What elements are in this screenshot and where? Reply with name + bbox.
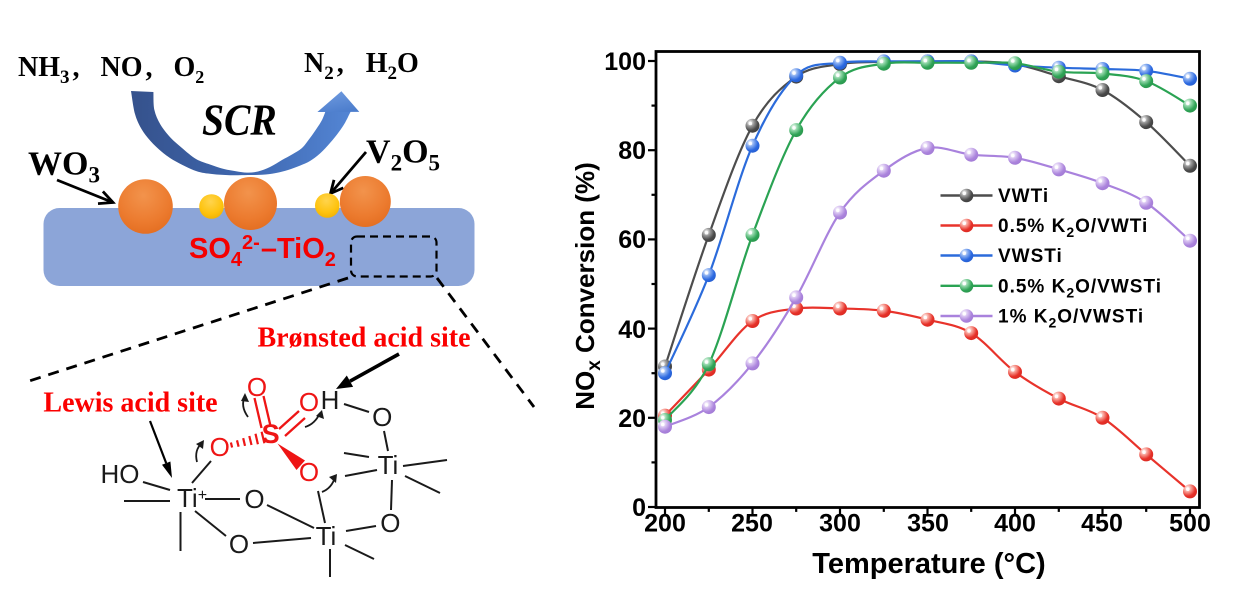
svg-text:20: 20 bbox=[618, 405, 646, 433]
svg-text:250: 250 bbox=[731, 510, 773, 538]
svg-text:Temperature (°C): Temperature (°C) bbox=[812, 548, 1045, 580]
svg-text:O: O bbox=[299, 387, 319, 417]
svg-text:1% K2O/VWSTi: 1% K2O/VWSTi bbox=[998, 307, 1144, 331]
svg-text:H: H bbox=[321, 385, 340, 415]
svg-text:O: O bbox=[380, 508, 400, 538]
svg-text:SO42-–TiO2: SO42-–TiO2 bbox=[189, 232, 336, 271]
svg-text:SCR: SCR bbox=[202, 97, 277, 145]
svg-text:0.5% K2O/VWSTi: 0.5% K2O/VWSTi bbox=[998, 276, 1162, 300]
svg-text:O: O bbox=[299, 457, 319, 487]
svg-text:100: 100 bbox=[604, 48, 646, 76]
svg-text:VWTi: VWTi bbox=[998, 186, 1049, 207]
svg-text:200: 200 bbox=[644, 510, 686, 538]
svg-text:VWSTi: VWSTi bbox=[998, 246, 1063, 267]
svg-text:O: O bbox=[372, 402, 392, 432]
svg-text:Lewis acid site: Lewis acid site bbox=[43, 388, 217, 419]
svg-text:400: 400 bbox=[994, 510, 1036, 538]
svg-text:NOx Conversion (%): NOx Conversion (%) bbox=[570, 162, 605, 410]
svg-text:80: 80 bbox=[618, 137, 646, 165]
svg-text:O: O bbox=[244, 484, 264, 514]
svg-text:NH3,NO,O2: NH3, NO, O2 bbox=[18, 52, 204, 88]
svg-text:O: O bbox=[247, 372, 267, 402]
svg-text:0: 0 bbox=[632, 494, 646, 522]
svg-text:Ti: Ti bbox=[378, 450, 399, 480]
svg-text:S: S bbox=[262, 419, 280, 449]
svg-text:60: 60 bbox=[618, 226, 646, 254]
svg-text:Ti: Ti bbox=[316, 521, 337, 551]
svg-text:V2O5: V2O5 bbox=[366, 134, 440, 176]
svg-text:350: 350 bbox=[907, 510, 949, 538]
svg-text:500: 500 bbox=[1169, 510, 1211, 538]
svg-text:HO: HO bbox=[101, 459, 140, 489]
svg-text:O: O bbox=[210, 432, 230, 462]
svg-text:40: 40 bbox=[618, 316, 646, 344]
svg-text:Brønsted acid site: Brønsted acid site bbox=[257, 323, 470, 354]
svg-text:O: O bbox=[229, 529, 249, 559]
svg-text:450: 450 bbox=[1081, 510, 1123, 538]
svg-text:WO3: WO3 bbox=[28, 146, 100, 188]
svg-text:300: 300 bbox=[819, 510, 861, 538]
